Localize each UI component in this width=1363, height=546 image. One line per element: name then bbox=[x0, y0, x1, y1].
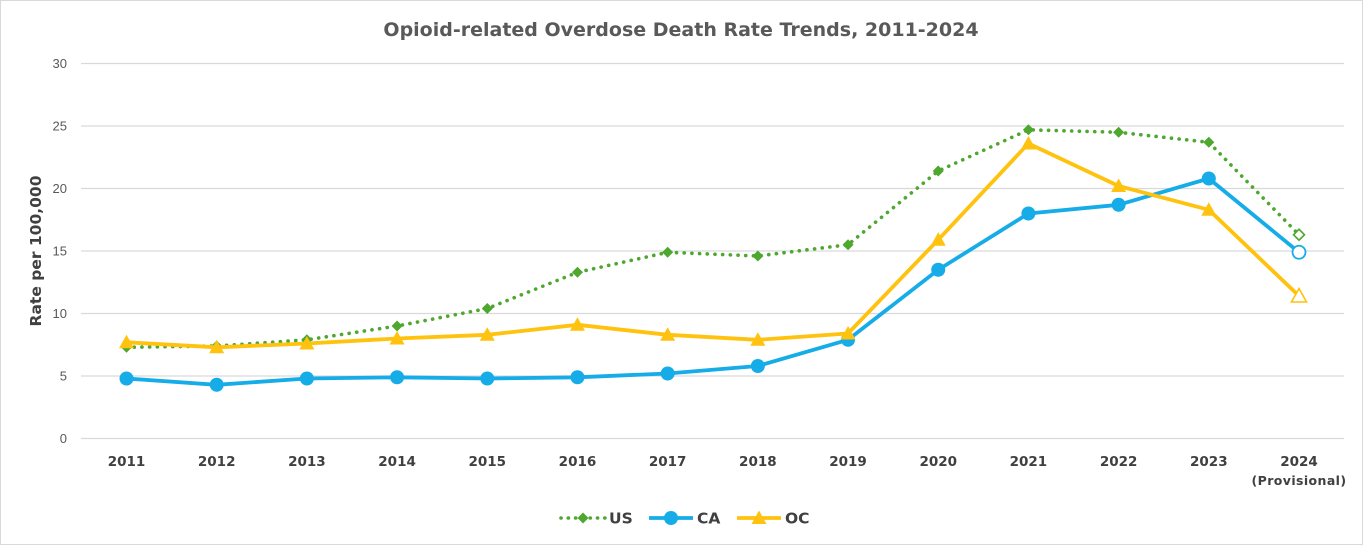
y-tick-label: 0 bbox=[60, 431, 67, 446]
data-point-us-2020 bbox=[932, 165, 944, 177]
legend: US CA OC bbox=[559, 510, 810, 528]
data-point-oc-2016 bbox=[569, 317, 585, 331]
data-point-us-2017 bbox=[662, 246, 674, 258]
data-point-oc-2014 bbox=[389, 331, 405, 345]
x-tick-label: 2013 bbox=[288, 454, 326, 470]
x-tick-label: 2023 bbox=[1190, 454, 1228, 470]
data-point-oc-2022 bbox=[1111, 178, 1127, 192]
legend-label: US bbox=[609, 510, 633, 528]
y-tick-label: 15 bbox=[53, 244, 67, 259]
data-point-ca-2016 bbox=[570, 370, 585, 385]
y-axis-label: Rate per 100,000 bbox=[27, 175, 45, 326]
data-point-ca-2017 bbox=[660, 366, 675, 381]
y-tick-label: 10 bbox=[53, 306, 67, 321]
data-point-ca-2022 bbox=[1111, 197, 1126, 212]
data-point-ca-2024 bbox=[1291, 244, 1307, 260]
x-tick-label: 2019 bbox=[829, 454, 867, 470]
data-point-us-2015 bbox=[481, 303, 493, 314]
x-tick-label: 2024 bbox=[1280, 454, 1318, 470]
x-tick-sublabel: (Provisional) bbox=[1252, 473, 1347, 488]
data-point-us-2019 bbox=[842, 239, 854, 251]
data-point-ca-2013 bbox=[299, 371, 314, 386]
data-point-oc-2018 bbox=[750, 332, 766, 346]
data-point-oc-2017 bbox=[660, 327, 676, 341]
data-point-ca-2012 bbox=[209, 377, 224, 392]
data-point-oc-2013 bbox=[299, 336, 315, 350]
legend-item-us: US bbox=[559, 510, 633, 528]
y-tick-label: 5 bbox=[60, 369, 67, 384]
series-oc bbox=[119, 136, 1308, 354]
x-tick-label: 2012 bbox=[198, 454, 236, 470]
x-tick-label: 2020 bbox=[919, 454, 957, 470]
series-line-ca bbox=[124, 176, 1301, 387]
x-tick-label: 2017 bbox=[649, 454, 687, 470]
x-axis-ticks: 2011 2012 2013 2014 2015 2016 2017 2018 2019 2020… bbox=[108, 454, 1347, 488]
legend-label: OC bbox=[785, 510, 810, 528]
data-point-us-2018 bbox=[752, 250, 764, 262]
data-point-ca-2021 bbox=[1021, 206, 1036, 221]
gridlines bbox=[81, 62, 1344, 440]
data-point-oc-2012 bbox=[209, 339, 225, 354]
y-tick-label: 25 bbox=[53, 119, 67, 134]
data-point-us-2024 bbox=[1292, 228, 1306, 242]
series-ca bbox=[119, 171, 1307, 392]
legend-item-ca: CA bbox=[649, 510, 720, 528]
y-axis-ticks: 0 5 10 15 20 25 30 bbox=[53, 56, 67, 446]
data-point-oc-2020 bbox=[930, 232, 946, 246]
series-lines bbox=[119, 124, 1308, 392]
x-tick-label: 2018 bbox=[739, 454, 777, 470]
y-tick-label: 30 bbox=[53, 56, 67, 71]
series-line-oc bbox=[124, 141, 1301, 350]
data-point-us-2014 bbox=[391, 320, 403, 332]
data-point-ca-2014 bbox=[390, 370, 405, 385]
x-tick-label: 2022 bbox=[1100, 454, 1138, 470]
data-point-ca-2011 bbox=[119, 371, 134, 386]
series-us bbox=[121, 124, 1306, 353]
legend-marker-us bbox=[577, 512, 589, 524]
data-point-us-2022 bbox=[1113, 126, 1125, 138]
series-line-us bbox=[124, 128, 1301, 350]
data-point-oc-2021 bbox=[1020, 136, 1036, 150]
legend-label: CA bbox=[697, 510, 720, 528]
data-point-oc-2015 bbox=[479, 327, 495, 341]
legend-item-oc: OC bbox=[737, 510, 810, 528]
chart-title: Opioid-related Overdose Death Rate Trend… bbox=[383, 19, 978, 41]
x-tick-label: 2016 bbox=[559, 454, 597, 470]
y-tick-label: 20 bbox=[53, 181, 67, 196]
data-point-oc-2011 bbox=[119, 334, 134, 349]
data-point-ca-2020 bbox=[931, 262, 946, 277]
legend-marker-oc bbox=[751, 510, 767, 524]
data-point-ca-2023 bbox=[1201, 171, 1216, 186]
data-point-oc-2023 bbox=[1201, 202, 1217, 216]
x-tick-label: 2015 bbox=[468, 454, 506, 470]
data-point-oc-2019 bbox=[840, 326, 856, 340]
x-tick-label: 2011 bbox=[108, 454, 146, 470]
data-point-us-2021 bbox=[1022, 124, 1034, 136]
data-point-us-2016 bbox=[571, 266, 583, 278]
x-tick-label: 2014 bbox=[378, 454, 416, 470]
data-point-ca-2015 bbox=[480, 371, 495, 386]
data-point-oc-2024 bbox=[1290, 286, 1308, 303]
legend-marker-ca bbox=[664, 511, 678, 525]
data-point-us-2023 bbox=[1203, 136, 1215, 148]
x-tick-label: 2021 bbox=[1010, 454, 1048, 470]
data-point-ca-2018 bbox=[750, 359, 765, 373]
